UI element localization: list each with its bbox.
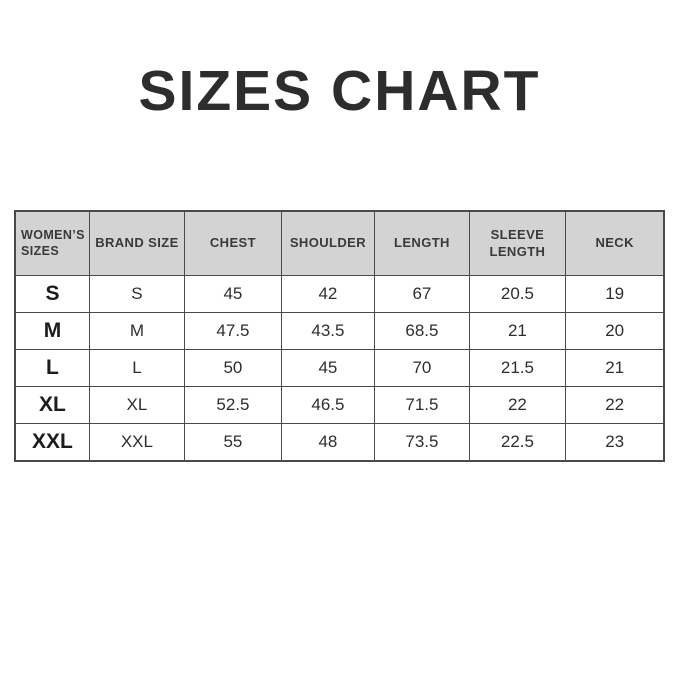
- table-cell: 45: [280, 349, 375, 387]
- table-cell: M: [88, 312, 185, 350]
- column-header: BRAND SIZE: [88, 210, 185, 276]
- size-label-cell: XXL: [14, 423, 90, 462]
- table-header-row: WOMEN’S SIZES BRAND SIZE CHEST SHOULDER LENG…: [14, 210, 665, 276]
- table-cell: 50: [183, 349, 282, 387]
- table-row: L L 50 45 70 21.5 21: [14, 349, 665, 387]
- table-cell: 68.5: [373, 312, 470, 350]
- column-header: SHOULDER: [280, 210, 375, 276]
- table-body: S S 45 42 67 20.5 19 M M 47.5 43.5 68.5 21 20 L L 50 45 70…: [14, 275, 665, 462]
- table-cell: XXL: [88, 423, 185, 462]
- table-cell: 45: [183, 275, 282, 313]
- table-row: XXL XXL 55 48 73.5 22.5 23: [14, 423, 665, 462]
- table-cell: 52.5: [183, 386, 282, 424]
- table-cell: 22: [468, 386, 566, 424]
- table-cell: 42: [280, 275, 375, 313]
- table-cell: 21: [564, 349, 665, 387]
- table-cell: 48: [280, 423, 375, 462]
- table-row: M M 47.5 43.5 68.5 21 20: [14, 312, 665, 350]
- table-cell: 23: [564, 423, 665, 462]
- page-title: SIZES CHART: [138, 59, 541, 123]
- table-cell: L: [88, 349, 185, 387]
- table-cell: 55: [183, 423, 282, 462]
- table-cell: 21.5: [468, 349, 566, 387]
- column-header: SLEEVE LENGTH: [468, 210, 566, 276]
- table-cell: 20.5: [468, 275, 566, 313]
- column-header: CHEST: [183, 210, 282, 276]
- sizes-table: WOMEN’S SIZES BRAND SIZE CHEST SHOULDER LENG…: [14, 210, 666, 462]
- table-cell: 22.5: [468, 423, 566, 462]
- table-cell: 21: [468, 312, 566, 350]
- table-cell: 73.5: [373, 423, 470, 462]
- size-label-cell: S: [14, 275, 90, 313]
- size-label-cell: M: [14, 312, 90, 350]
- table-cell: 46.5: [280, 386, 375, 424]
- table-cell: 70: [373, 349, 470, 387]
- table-cell: 67: [373, 275, 470, 313]
- table-row: XL XL 52.5 46.5 71.5 22 22: [14, 386, 665, 424]
- table-cell: 22: [564, 386, 665, 424]
- size-chart-container: WOMEN’S SIZES BRAND SIZE CHEST SHOULDER LENG…: [14, 210, 666, 462]
- table-cell: 19: [564, 275, 665, 313]
- table-cell: XL: [88, 386, 185, 424]
- table-cell: 71.5: [373, 386, 470, 424]
- table-cell: S: [88, 275, 185, 313]
- size-label-cell: XL: [14, 386, 90, 424]
- column-header: NECK: [564, 210, 665, 276]
- table-cell: 47.5: [183, 312, 282, 350]
- table-cell: 43.5: [280, 312, 375, 350]
- column-header: WOMEN’S SIZES: [14, 210, 90, 276]
- table-row: S S 45 42 67 20.5 19: [14, 275, 665, 313]
- column-header: LENGTH: [373, 210, 470, 276]
- size-label-cell: L: [14, 349, 90, 387]
- table-cell: 20: [564, 312, 665, 350]
